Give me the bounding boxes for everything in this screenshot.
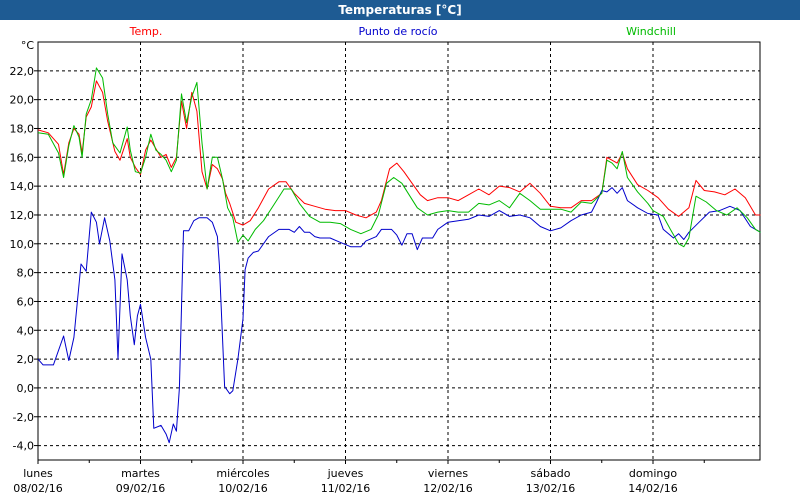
plot-area <box>37 41 761 461</box>
x-tick-date-label: 09/02/16 <box>116 482 165 495</box>
y-tick-label: 2,0 <box>17 353 35 366</box>
x-tick-day-label: sábado <box>531 467 571 480</box>
y-axis: -4,0 -2,0 0,0 2,0 4,0 6,0 8,0 10,0 12,0 14,0 16,0 1… <box>10 39 38 453</box>
y-tick-label: 4,0 <box>17 324 35 337</box>
x-tick-date-label: 10/02/16 <box>218 482 267 495</box>
x-tick-day-label: martes <box>121 467 160 480</box>
y-tick-label: 20,0 <box>10 94 35 107</box>
x-tick-day-label: domingo <box>629 467 677 480</box>
y-tick-label: -4,0 <box>13 440 34 453</box>
y-tick-label: 10,0 <box>10 238 35 251</box>
legend-entry: Punto de rocío <box>358 25 437 38</box>
y-tick-label: 6,0 <box>17 295 35 308</box>
x-axis: lunes 08/02/16 martes 09/02/16 miércoles 10/0… <box>13 460 705 495</box>
x-tick-day-label: viernes <box>428 467 468 480</box>
legend-entry: Windchill <box>626 25 676 38</box>
y-tick-label: 18,0 <box>10 122 35 135</box>
y-tick-label: 14,0 <box>10 180 35 193</box>
chart-svg: -4,0 -2,0 0,0 2,0 4,0 6,0 8,0 10,0 12,0 14,0 16,0 1… <box>10 25 761 495</box>
legend: Temp. Punto de rocío Windchill <box>129 25 676 38</box>
window-title: Temperaturas [°C] <box>0 0 800 20</box>
x-tick-date-label: 14/02/16 <box>628 482 677 495</box>
series-line <box>37 187 761 444</box>
series-lines <box>37 67 761 444</box>
x-tick-date-label: 12/02/16 <box>423 482 472 495</box>
y-tick-label: 12,0 <box>10 209 35 222</box>
grid-lines <box>38 42 760 460</box>
y-tick-label: 8,0 <box>17 267 35 280</box>
y-tick-label: -2,0 <box>13 411 34 424</box>
x-tick-date-label: 11/02/16 <box>321 482 370 495</box>
y-axis-unit-label: °C <box>21 39 35 52</box>
y-tick-label: 16,0 <box>10 151 35 164</box>
x-tick-day-label: lunes <box>23 467 53 480</box>
x-tick-day-label: jueves <box>327 467 364 480</box>
series-line <box>37 67 761 248</box>
x-tick-date-label: 08/02/16 <box>13 482 62 495</box>
series-line <box>37 80 761 226</box>
x-tick-date-label: 13/02/16 <box>526 482 575 495</box>
y-tick-label: 0,0 <box>17 382 35 395</box>
legend-entry: Temp. <box>129 25 163 38</box>
temperature-chart: -4,0 -2,0 0,0 2,0 4,0 6,0 8,0 10,0 12,0 14,0 16,0 1… <box>0 20 800 500</box>
x-tick-day-label: miércoles <box>216 467 269 480</box>
y-tick-label: 22,0 <box>10 65 35 78</box>
